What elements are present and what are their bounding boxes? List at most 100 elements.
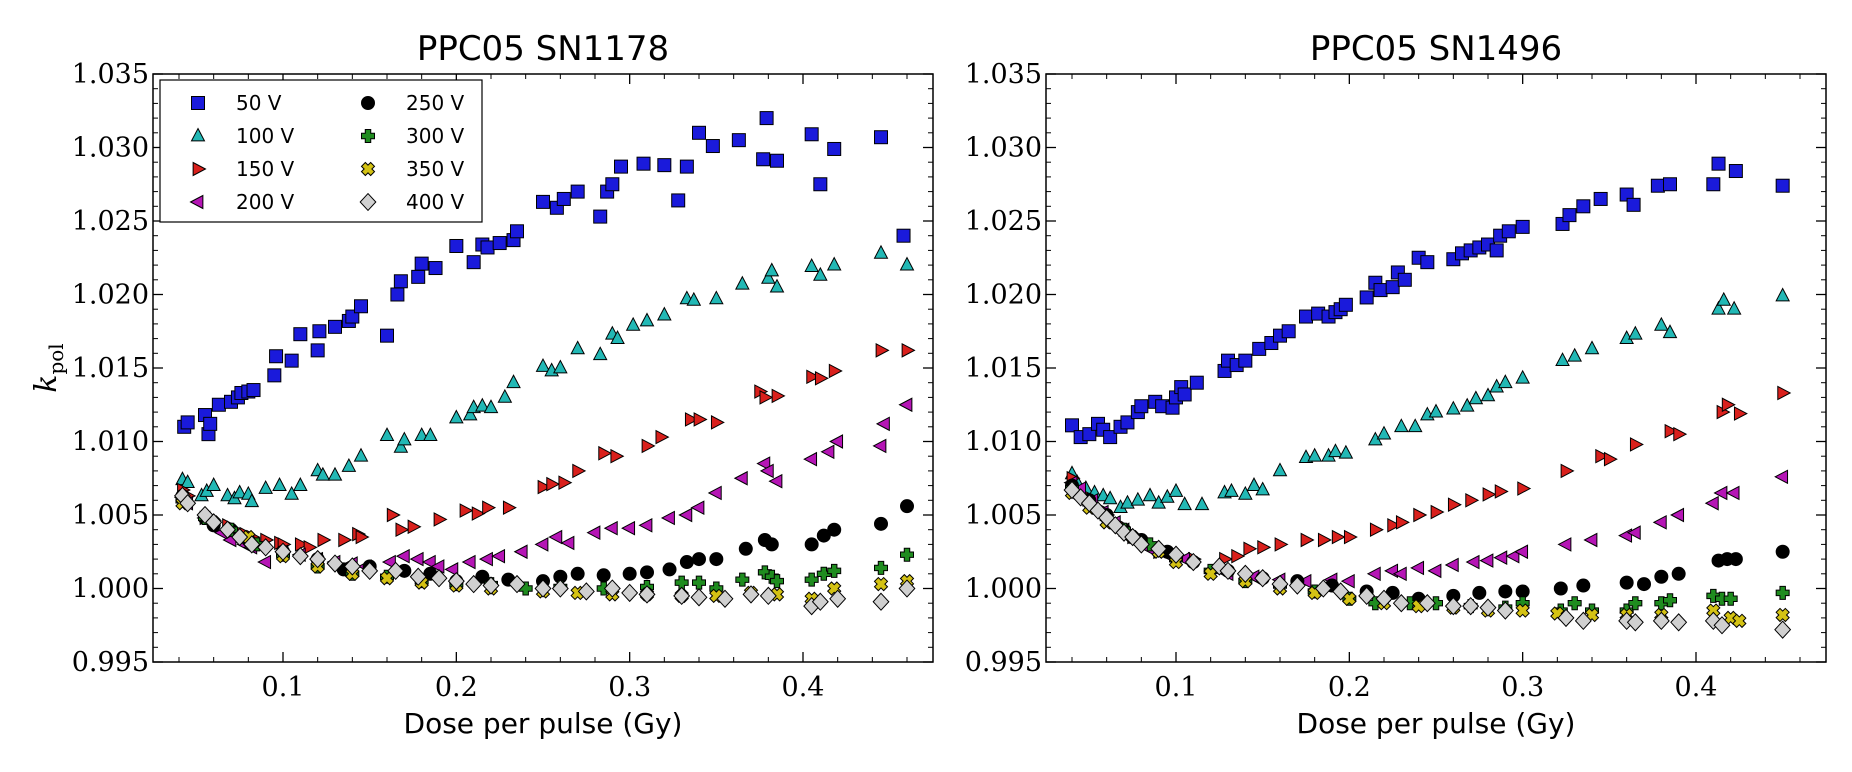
left-point-150-v: [395, 522, 410, 538]
left-point-200-v: [461, 554, 476, 570]
left-x-tick-label: 0.4: [782, 672, 825, 703]
left-point-300-v: [692, 575, 706, 590]
right-point-100-v: [1468, 390, 1484, 405]
right-point-350-v: [1732, 613, 1747, 629]
right-point-50-v: [1373, 283, 1388, 298]
right-point-150-v: [1274, 537, 1289, 552]
legend-marker-350-v: [360, 161, 376, 177]
left-point-200-v: [690, 500, 705, 515]
left-point-400-v: [673, 586, 691, 606]
right-point-100-v: [1246, 477, 1262, 491]
right-point-100-v: [1555, 352, 1570, 367]
left-point-150-v: [806, 369, 821, 385]
left-point-300-v: [900, 547, 914, 562]
left-point-50-v: [556, 191, 571, 206]
right-point-400-v: [1462, 596, 1480, 616]
right-point-50-v: [1515, 219, 1530, 234]
left-point-200-v: [621, 520, 636, 536]
right-point-100-v: [1120, 494, 1135, 509]
right-point-150-v: [1603, 451, 1618, 467]
right-point-100-v: [1224, 482, 1239, 497]
right-series-250-v: [1065, 478, 1790, 606]
left-x-tick-label: 0.2: [435, 672, 478, 703]
left-series-50-v: [177, 111, 911, 442]
legend-marker-50-v: [191, 96, 205, 110]
right-point-400-v: [1774, 620, 1792, 639]
right-point-400-v: [1167, 545, 1185, 564]
left-point-100-v: [315, 466, 331, 481]
left-point-150-v: [338, 532, 353, 548]
left-point-150-v: [684, 412, 699, 427]
right-point-100-v: [1130, 491, 1146, 506]
legend-label-400-v: 400 V: [406, 190, 465, 214]
left-point-200-v: [756, 456, 771, 471]
left-point-150-v: [693, 412, 708, 427]
left-point-100-v: [272, 477, 287, 491]
right-point-50-v: [1489, 243, 1504, 258]
legend-marker-250-v: [361, 96, 375, 110]
left-point-150-v: [759, 390, 774, 405]
right-point-100-v: [1394, 418, 1409, 433]
right-point-400-v: [1479, 598, 1497, 617]
left-x-tick-label: 0.3: [608, 672, 651, 703]
right-point-150-v: [1387, 517, 1402, 533]
right-point-400-v: [1150, 539, 1168, 558]
right-point-50-v: [1359, 290, 1374, 305]
left-point-250-v: [764, 537, 779, 552]
right-series-400-v: [1063, 480, 1792, 639]
left-point-200-v: [491, 548, 506, 564]
left-point-100-v: [206, 477, 221, 491]
left-point-50-v: [756, 152, 771, 167]
right-point-50-v: [1189, 375, 1204, 390]
right-point-50-v: [1711, 156, 1726, 171]
legend-box: [159, 79, 483, 223]
right-point-100-v: [1584, 340, 1600, 355]
left-point-150-v: [317, 532, 332, 548]
right-series-100-v: [1064, 287, 1790, 514]
left-point-50-v: [411, 269, 426, 284]
right-point-400-v: [1444, 596, 1462, 616]
right-point-400-v: [1670, 613, 1688, 632]
left-point-100-v: [483, 399, 499, 414]
right-point-100-v: [1272, 462, 1288, 477]
left-point-400-v: [638, 585, 656, 604]
right-point-50-v: [1103, 430, 1118, 445]
right-point-50-v: [1338, 297, 1353, 312]
right-point-200-v: [1392, 566, 1407, 582]
right-series-50-v: [1065, 156, 1790, 445]
left-point-50-v: [692, 125, 706, 140]
left-point-250-v: [827, 522, 842, 537]
left-point-50-v: [510, 224, 524, 239]
right-point-150-v: [1673, 426, 1688, 442]
left-point-200-v: [768, 473, 783, 489]
left-point-400-v: [409, 567, 427, 586]
left-point-200-v: [820, 444, 835, 460]
right-point-250-v: [1671, 566, 1686, 581]
right-point-100-v: [1726, 300, 1742, 315]
right-point-100-v: [1142, 487, 1158, 502]
left-point-50-v: [705, 139, 720, 154]
right-y-tick-label: 1.030: [965, 133, 1042, 164]
legend-label-250-v: 250 V: [406, 91, 465, 115]
right-point-400-v: [1713, 616, 1731, 635]
left-point-100-v: [506, 374, 521, 389]
right-point-50-v: [1120, 415, 1135, 430]
left-point-50-v: [380, 328, 394, 343]
right-point-400-v: [1184, 552, 1202, 572]
right-point-100-v: [1711, 300, 1726, 315]
legend-label-150-v: 150 V: [236, 157, 295, 181]
left-point-100-v: [258, 479, 273, 494]
legend-entry-100-v: 100 V: [190, 124, 295, 148]
legend-entry-350-v: 350 V: [360, 157, 465, 181]
right-point-200-v: [1626, 525, 1641, 540]
left-point-50-v: [328, 319, 342, 334]
right-point-400-v: [1626, 613, 1644, 632]
left-point-100-v: [873, 244, 889, 259]
left-point-400-v: [387, 561, 405, 581]
left-point-100-v: [657, 306, 672, 321]
left-point-50-v: [246, 383, 261, 398]
left-point-150-v: [482, 500, 497, 515]
right-point-300-v: [1723, 591, 1738, 606]
left-point-400-v: [361, 561, 379, 581]
left-y-tick-label: 1.015: [72, 353, 149, 384]
